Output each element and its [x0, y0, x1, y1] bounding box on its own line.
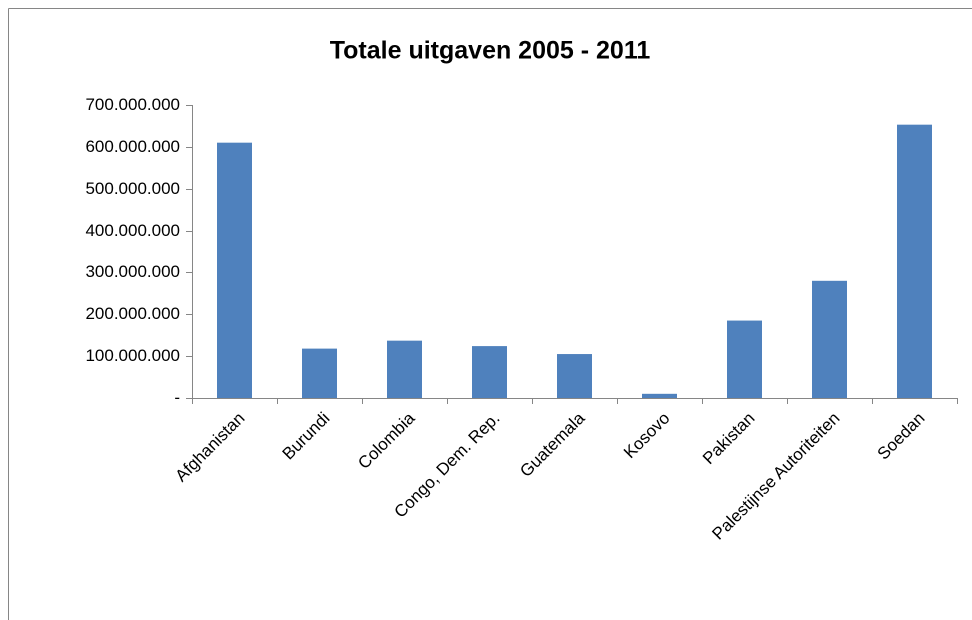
- bar: [557, 354, 592, 398]
- y-tick-label: 100.000.000: [85, 346, 180, 365]
- y-tick-label: 400.000.000: [85, 221, 180, 240]
- bar: [727, 320, 762, 398]
- bar: [302, 348, 337, 398]
- y-tick-label: 600.000.000: [85, 137, 180, 156]
- bar: [642, 393, 677, 398]
- bar: [387, 340, 422, 398]
- chart-title: Totale uitgaven 2005 - 2011: [330, 37, 651, 65]
- bar: [812, 280, 847, 398]
- bar: [897, 124, 932, 399]
- y-tick-label: 700.000.000: [85, 95, 180, 114]
- y-tick-label: 300.000.000: [85, 262, 180, 281]
- y-tick-label: -: [174, 388, 180, 407]
- y-tick-label: 500.000.000: [85, 179, 180, 198]
- bar: [472, 346, 507, 398]
- y-tick-label: 200.000.000: [85, 304, 180, 323]
- bar: [217, 142, 252, 398]
